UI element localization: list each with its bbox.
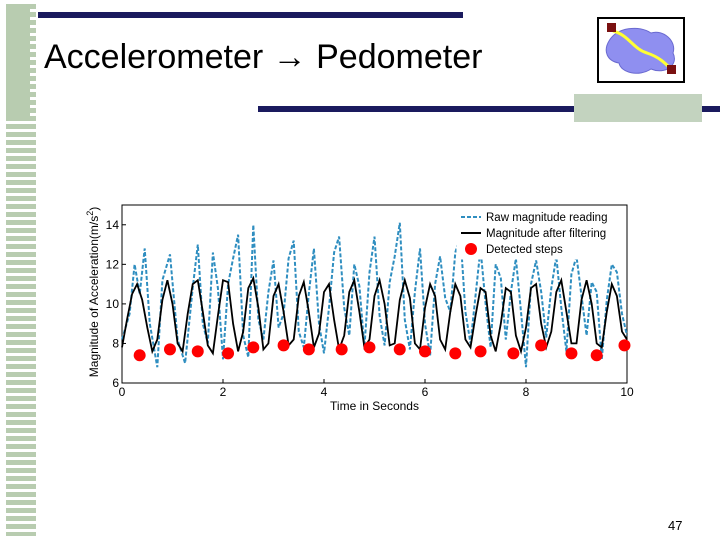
step-marker [133, 349, 146, 362]
legend-box [456, 206, 626, 260]
step-marker [393, 343, 406, 356]
step-marker [222, 347, 235, 360]
x-tick-label: 8 [523, 385, 530, 399]
step-marker [535, 339, 548, 352]
y-tick-label: 14 [106, 218, 120, 232]
slide-number: 47 [668, 518, 683, 533]
step-marker [163, 343, 176, 356]
slide-title-right: Pedometer [316, 38, 483, 76]
step-marker [191, 345, 204, 358]
y-tick-label: 8 [112, 336, 119, 350]
series-raw-line [121, 222, 628, 368]
step-marker [419, 345, 431, 358]
x-tick-label: 0 [119, 385, 126, 399]
corner-accent-block [574, 94, 702, 122]
plot-frame [121, 204, 628, 384]
step-marker [507, 347, 520, 360]
legend-label: Magnitude after filtering [486, 228, 606, 240]
step-marker [449, 347, 462, 360]
step-marker [335, 343, 348, 356]
title-top-rule [38, 12, 463, 18]
step-marker [590, 349, 603, 362]
step-marker [277, 339, 290, 352]
series-filtered-line [121, 275, 628, 356]
arrow-icon: → [272, 38, 307, 76]
legend-label: Detected steps [486, 244, 563, 256]
path-map-icon [597, 17, 685, 83]
step-marker [618, 339, 631, 352]
step-marker [302, 343, 315, 356]
left-stripe-decoration [6, 4, 36, 536]
x-tick-label: 2 [220, 385, 227, 399]
x-tick-label: 4 [321, 385, 328, 399]
y-tick-label: 12 [106, 257, 120, 271]
chart-svg: 0 2 4 6 8 10 6 8 10 12 14 Raw magnitude reading Mag… [85, 204, 634, 413]
step-marker [474, 345, 487, 358]
y-axis-label: Magnitude of Acceleration(m/s2) [85, 207, 101, 377]
y-tick-label: 10 [106, 297, 120, 311]
legend-swatch-steps [465, 243, 477, 255]
step-marker [565, 347, 578, 360]
slide-title-left: Accelerometer [44, 38, 264, 76]
step-marker [363, 341, 376, 354]
step-marker [247, 341, 260, 354]
x-axis-label: Time in Seconds [330, 399, 419, 413]
pedometer-chart: 0 2 4 6 8 10 6 8 10 12 14 Raw magnitude reading Mag… [82, 193, 644, 415]
title-bottom-rule [258, 106, 720, 112]
x-tick-label: 6 [422, 385, 429, 399]
slide-title: Accelerometer → Pedometer [44, 38, 482, 77]
y-tick-label: 6 [112, 376, 119, 390]
x-tick-label: 10 [620, 385, 634, 399]
legend-label: Raw magnitude reading [486, 212, 607, 224]
